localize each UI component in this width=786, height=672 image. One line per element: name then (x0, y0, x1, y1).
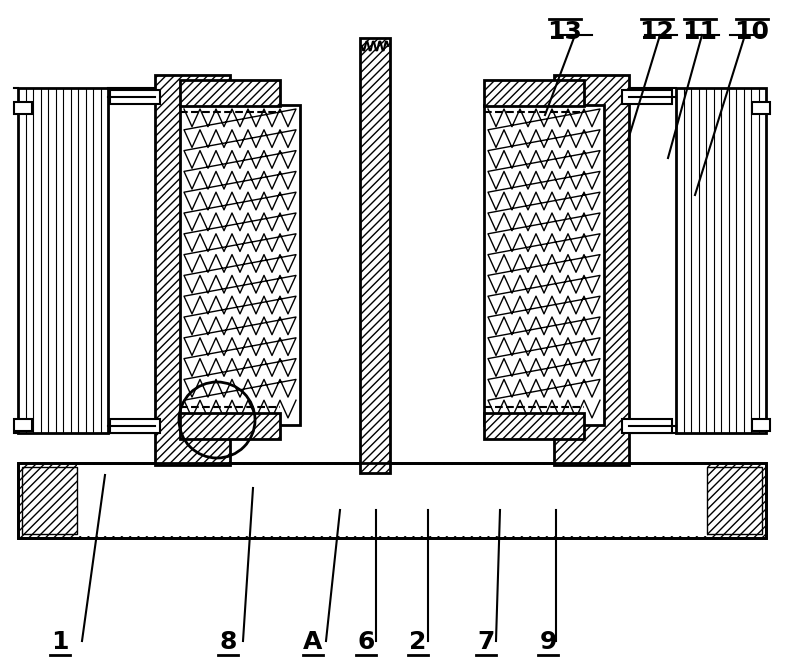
Bar (180, 105, 300, 425)
Bar (484, 105, 604, 425)
Text: 1: 1 (51, 630, 68, 654)
Bar (622, 90, 672, 104)
Bar (14, 419, 32, 431)
Bar (484, 80, 584, 106)
Bar (110, 419, 160, 433)
Bar (110, 90, 160, 104)
Text: 7: 7 (477, 630, 494, 654)
Bar (18, 463, 766, 538)
Bar (554, 75, 629, 465)
Text: 11: 11 (682, 20, 718, 44)
Bar (14, 102, 32, 114)
Bar (180, 413, 280, 439)
Text: 12: 12 (640, 20, 674, 44)
Bar (752, 102, 770, 114)
Bar (155, 75, 230, 465)
Bar (180, 80, 280, 106)
Bar (676, 88, 766, 433)
Bar (707, 467, 762, 534)
Text: 6: 6 (358, 630, 375, 654)
Bar (361, 23, 389, 36)
Bar (752, 419, 770, 431)
Text: 13: 13 (548, 20, 582, 44)
Bar (18, 463, 766, 538)
Bar (484, 413, 584, 439)
Text: 10: 10 (734, 20, 769, 44)
Bar (622, 419, 672, 433)
Bar (22, 467, 77, 534)
Text: 2: 2 (410, 630, 427, 654)
Bar (77, 465, 707, 536)
Text: A: A (303, 630, 323, 654)
Text: 9: 9 (539, 630, 556, 654)
Text: 8: 8 (219, 630, 237, 654)
Bar (360, 38, 390, 473)
Bar (18, 88, 108, 433)
